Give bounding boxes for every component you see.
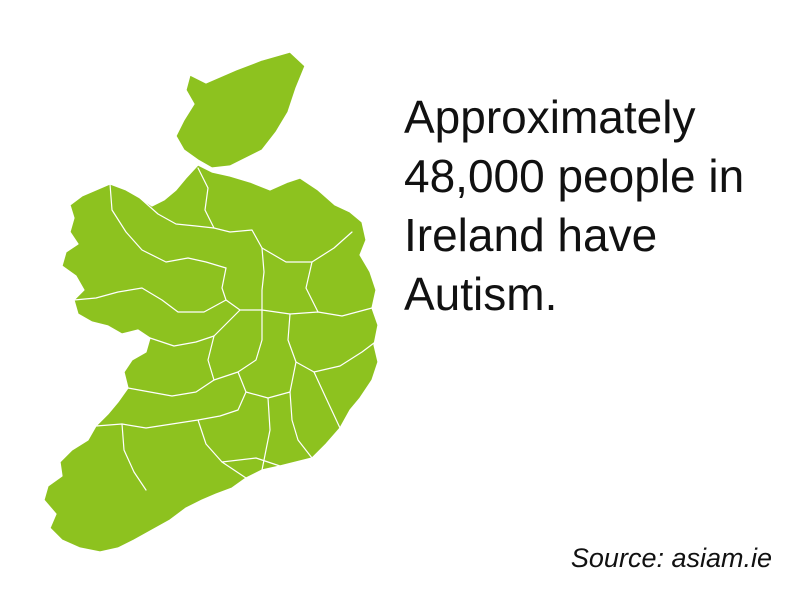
source-credit: Source: asiam.ie [570,543,772,573]
donegal-region [175,51,306,169]
headline-line-1: Approximately [404,91,696,143]
headline: Approximately 48,000 people in Ireland h… [404,88,784,324]
county-borders [73,167,379,491]
headline-line-3: Ireland have [404,209,658,261]
ireland-map [43,51,379,553]
headline-line-4: Autism. [404,268,558,320]
ireland-landmass [43,51,379,553]
headline-line-2: 48,000 people in [404,150,745,202]
